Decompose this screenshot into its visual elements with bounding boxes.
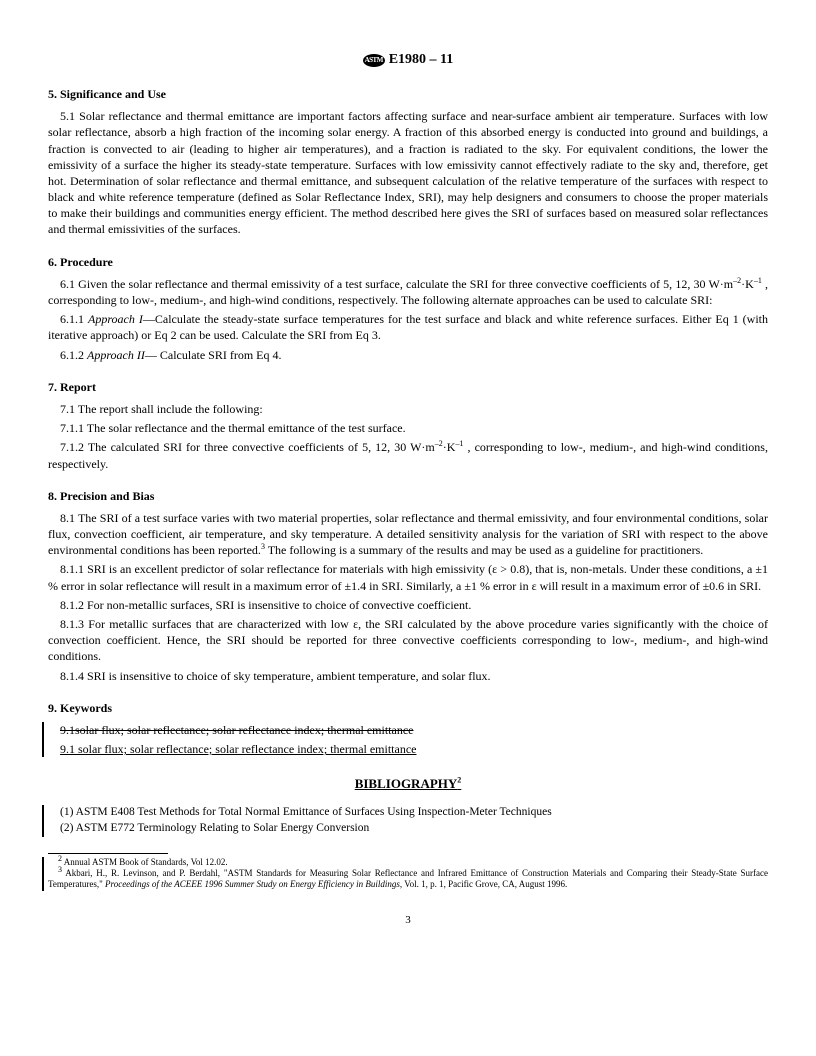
bibliography-entry-2: (2) ASTM E772 Terminology Relating to So… <box>48 821 768 837</box>
footnote-3-proceedings: Proceedings of the ACEEE 1996 Summer Stu… <box>105 879 400 889</box>
exp-neg1: –1 <box>754 276 762 285</box>
section-8-heading: 8. Precision and Bias <box>48 488 768 504</box>
footnote-2: 2 Annual ASTM Book of Standards, Vol 12.… <box>48 857 768 868</box>
paragraph-5-1: 5.1 Solar reflectance and thermal emitta… <box>48 108 768 238</box>
paragraph-6-1: 6.1 Given the solar reflectance and ther… <box>48 276 768 308</box>
paragraph-8-1-2: 8.1.2 For non-metallic surfaces, SRI is … <box>48 597 768 613</box>
paragraph-6-1-2: 6.1.2 Approach II— Calculate SRI from Eq… <box>48 347 768 363</box>
para-6-1-pre: 6.1 Given the solar reflectance and ther… <box>60 277 733 291</box>
paragraph-8-1-3: 8.1.3 For metallic surfaces that are cha… <box>48 616 768 665</box>
para-6-1-2-num: 6.1.2 <box>60 348 87 362</box>
bibliography-title-text: BIBLIOGRAPHY <box>355 776 458 791</box>
para-8-1-post: The following is a summary of the result… <box>265 543 703 557</box>
section-5-heading: 5. Significance and Use <box>48 86 768 102</box>
designation-block: ASTM E1980 – 11 <box>363 51 454 70</box>
para-7-1-2-pre: 7.1.2 The calculated SRI for three conve… <box>60 440 435 454</box>
page-header: ASTM E1980 – 11 <box>48 50 768 70</box>
revision-bar-keywords: 9.1solar flux; solar reflectance; solar … <box>42 722 768 757</box>
approach-2-label: Approach II <box>87 348 145 362</box>
footnote-3-text-c: , Vol. 1, p. 1, Pacific Grove, CA, Augus… <box>400 879 567 889</box>
footnote-3: 3 Akbari, H., R. Levinson, and P. Berdah… <box>48 868 768 891</box>
paragraph-6-1-1: 6.1.1 Approach I—Calculate the steady-st… <box>48 311 768 343</box>
revision-bar-bibliography: (1) ASTM E408 Test Methods for Total Nor… <box>42 805 768 837</box>
para-6-1-1-body: —Calculate the steady-state surface temp… <box>48 312 768 342</box>
footnote-rule <box>48 853 168 854</box>
exp-k-b: ·K <box>443 440 456 454</box>
exp-neg2-b: –2 <box>435 439 443 448</box>
paragraph-7-1-2: 7.1.2 The calculated SRI for three conve… <box>48 439 768 471</box>
section-7-heading: 7. Report <box>48 379 768 395</box>
section-6-heading: 6. Procedure <box>48 254 768 270</box>
paragraph-8-1-1: 8.1.1 SRI is an excellent predictor of s… <box>48 561 768 593</box>
para-6-1-2-body: — Calculate SRI from Eq 4. <box>145 348 282 362</box>
approach-1-label: Approach I <box>88 312 143 326</box>
exp-neg2: –2 <box>733 276 741 285</box>
paragraph-9-1-new: 9.1 solar flux; solar reflectance; solar… <box>48 741 768 757</box>
paragraph-9-1-old: 9.1solar flux; solar reflectance; solar … <box>48 722 768 738</box>
designation-text: E1980 – 11 <box>389 51 454 70</box>
para-6-1-1-num: 6.1.1 <box>60 312 88 326</box>
revision-bar-footnotes: 2 Annual ASTM Book of Standards, Vol 12.… <box>42 857 768 891</box>
astm-logo: ASTM <box>363 54 385 67</box>
bibliography-heading: BIBLIOGRAPHY2 <box>48 775 768 793</box>
section-9-heading: 9. Keywords <box>48 700 768 716</box>
paragraph-8-1: 8.1 The SRI of a test surface varies wit… <box>48 510 768 559</box>
paragraph-8-1-4: 8.1.4 SRI is insensitive to choice of sk… <box>48 668 768 684</box>
bibliography-entry-1: (1) ASTM E408 Test Methods for Total Nor… <box>48 805 768 821</box>
exp-k: ·K <box>741 277 754 291</box>
paragraph-7-1-1: 7.1.1 The solar reflectance and the ther… <box>48 420 768 436</box>
bibliography-footnote-ref: 2 <box>457 776 461 785</box>
page-number: 3 <box>48 913 768 928</box>
footnote-2-text: Annual ASTM Book of Standards, Vol 12.02… <box>62 857 228 867</box>
paragraph-7-1: 7.1 The report shall include the followi… <box>48 401 768 417</box>
